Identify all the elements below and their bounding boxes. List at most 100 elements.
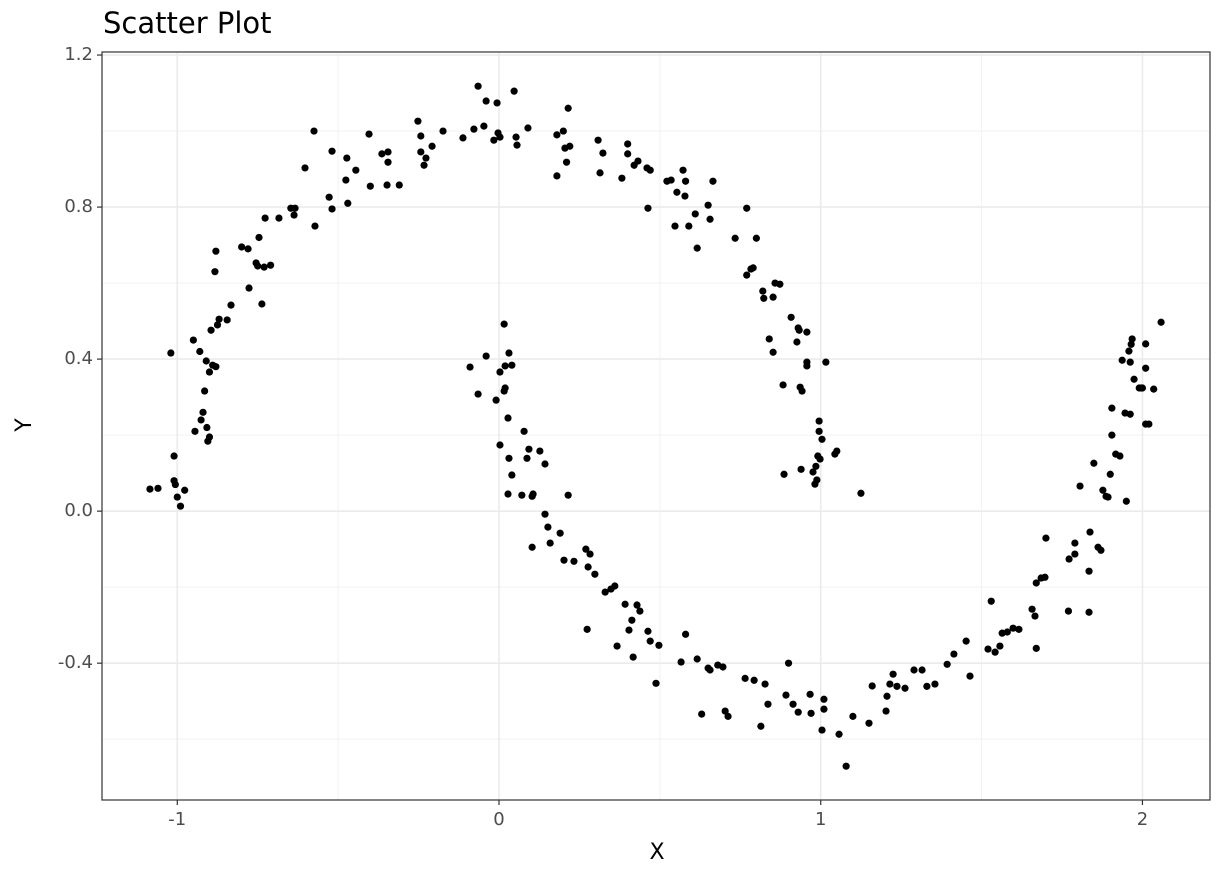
point [1108, 404, 1116, 412]
point [923, 682, 931, 690]
point [191, 427, 199, 435]
point [842, 762, 850, 770]
x-axis-title: X [649, 840, 664, 865]
point [1064, 607, 1073, 615]
point [1128, 335, 1136, 343]
point [706, 666, 714, 674]
point [562, 158, 571, 166]
point [496, 133, 504, 141]
y-tick-label: -0.4 [58, 652, 93, 673]
point [815, 417, 823, 425]
point [199, 408, 207, 416]
point [759, 287, 767, 295]
point [1126, 410, 1134, 418]
points [146, 82, 1165, 770]
point [493, 99, 501, 107]
point [366, 182, 374, 190]
point [636, 607, 644, 615]
point [1032, 579, 1040, 587]
point [1028, 605, 1036, 613]
point [275, 214, 283, 222]
point [344, 199, 352, 207]
point [207, 326, 215, 334]
point [546, 539, 554, 547]
point [553, 131, 561, 139]
point [529, 490, 537, 498]
point [482, 97, 490, 105]
point [328, 205, 336, 213]
point [553, 172, 561, 180]
point [910, 666, 918, 674]
point [625, 626, 633, 634]
point [245, 284, 253, 292]
point [681, 177, 690, 185]
point [596, 169, 604, 177]
point [510, 87, 518, 95]
point [752, 234, 760, 242]
point [633, 601, 641, 609]
point [719, 663, 727, 671]
point [1031, 612, 1039, 620]
point [1126, 358, 1134, 366]
point [566, 142, 574, 150]
point [1130, 375, 1138, 383]
point [883, 692, 891, 700]
point [560, 556, 568, 564]
point [352, 166, 360, 174]
point [671, 222, 679, 230]
point [1116, 452, 1124, 460]
point [918, 666, 926, 674]
point [508, 361, 516, 369]
point [474, 82, 482, 90]
point [146, 485, 154, 493]
point [764, 700, 772, 708]
point [518, 491, 526, 499]
point [628, 616, 636, 624]
point [181, 486, 189, 494]
point [395, 181, 403, 189]
point [849, 712, 857, 720]
point [1065, 555, 1073, 563]
point [470, 125, 478, 133]
point [500, 320, 508, 328]
point [201, 387, 209, 395]
point [255, 233, 263, 242]
point [784, 659, 793, 667]
plot-border [101, 51, 1211, 801]
point [525, 445, 533, 453]
point [815, 427, 823, 435]
point [1118, 356, 1126, 364]
point [1076, 482, 1084, 490]
point [504, 490, 512, 498]
point [1015, 625, 1023, 633]
point [1125, 347, 1133, 355]
point [508, 471, 516, 479]
point [496, 441, 504, 449]
point [812, 462, 820, 470]
point [1142, 340, 1150, 348]
point [809, 468, 817, 476]
point [624, 150, 632, 158]
point [501, 384, 509, 392]
point [655, 641, 663, 649]
point [677, 658, 685, 666]
point [301, 164, 309, 172]
point [223, 316, 231, 324]
point [492, 396, 500, 404]
point [667, 176, 675, 184]
point [681, 192, 689, 200]
point [646, 637, 654, 645]
point [644, 204, 652, 212]
point [203, 423, 211, 432]
point [1032, 644, 1040, 652]
point [634, 157, 642, 165]
point [901, 684, 909, 692]
x-tick-label: 2 [1137, 809, 1148, 830]
point [586, 550, 594, 558]
point [1122, 497, 1130, 505]
point [211, 268, 219, 276]
point [698, 710, 706, 718]
point [513, 141, 521, 149]
point [1071, 539, 1079, 547]
